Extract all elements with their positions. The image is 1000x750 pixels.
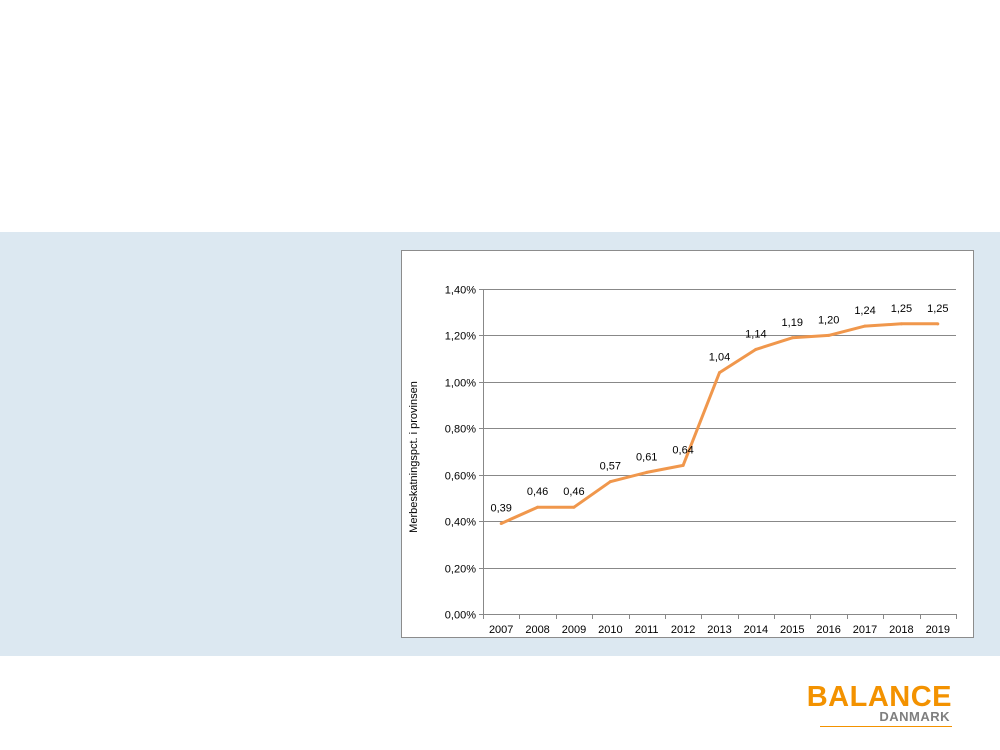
- balance-danmark-logo: BALANCE DANMARK: [807, 682, 952, 730]
- x-tick-label: 2012: [671, 624, 695, 636]
- y-tick-label: 0,00%: [445, 610, 476, 622]
- series: [499, 322, 940, 525]
- chart-svg: 0,00% 0,20% 0,40% 0,60% 0,80% 1,00% 1,20% 1,40%…: [408, 285, 957, 636]
- data-label: 0,57: [600, 461, 621, 473]
- data-label: 1,25: [927, 303, 948, 315]
- data-label: 1,04: [709, 352, 730, 364]
- data-point: [499, 521, 503, 525]
- y-tick-label: 0,60%: [445, 471, 476, 483]
- y-tick-label: 0,80%: [445, 424, 476, 436]
- x-tick-label: 2009: [562, 624, 586, 636]
- x-tick-label: 2013: [707, 624, 731, 636]
- data-point: [536, 505, 540, 509]
- data-point: [827, 333, 831, 337]
- x-tick-label: 2008: [525, 624, 549, 636]
- data-label: 0,64: [672, 444, 693, 456]
- x-tick-label: 2017: [853, 624, 877, 636]
- data-point: [863, 324, 867, 328]
- logo-wordmark: BALANCE: [806, 681, 952, 713]
- logo-underline: [820, 726, 952, 727]
- data-label: 1,19: [782, 317, 803, 329]
- y-tick-labels: 0,00% 0,20% 0,40% 0,60% 0,80% 1,00% 1,20% 1,40%: [445, 285, 476, 622]
- logo-subtitle: DANMARK: [879, 709, 950, 724]
- data-label: 0,46: [527, 486, 548, 498]
- data-label: 0,46: [563, 486, 584, 498]
- data-label: 1,24: [854, 305, 875, 317]
- data-labels: 0,39 0,46 0,46 0,57 0,61 0,64 1,04 1,14 1,19 1,20…: [490, 303, 948, 515]
- data-point: [608, 480, 612, 484]
- y-tick-label: 1,40%: [445, 285, 476, 297]
- data-label: 1,20: [818, 314, 839, 326]
- y-tick-label: 0,20%: [445, 564, 476, 576]
- data-label: 0,39: [490, 502, 511, 514]
- data-label: 1,25: [891, 303, 912, 315]
- data-label: 0,61: [636, 451, 657, 463]
- data-point: [645, 470, 649, 474]
- x-tick-labels: 2007 2008 2009 2010 2011 2012 2013 2014 2015 2016…: [489, 624, 950, 636]
- y-tick-label: 0,40%: [445, 517, 476, 529]
- data-label: 1,14: [745, 328, 766, 340]
- data-point: [718, 371, 721, 375]
- x-tick-label: 2016: [816, 624, 840, 636]
- x-tick-label: 2018: [889, 624, 913, 636]
- x-tick-label: 2010: [598, 624, 622, 636]
- x-tick-label: 2007: [489, 624, 513, 636]
- line-chart: 0,00% 0,20% 0,40% 0,60% 0,80% 1,00% 1,20% 1,40%…: [401, 250, 974, 638]
- data-point: [572, 505, 576, 509]
- y-tick-label: 1,20%: [445, 331, 476, 343]
- x-tick-label: 2019: [926, 624, 950, 636]
- gridlines: [483, 289, 956, 569]
- data-point: [790, 336, 794, 340]
- y-axis-label: Merbeskatningspct. i provinsen: [408, 381, 420, 533]
- data-point: [681, 463, 685, 467]
- data-point: [936, 322, 940, 326]
- x-tick-label: 2014: [744, 624, 768, 636]
- axes: [479, 289, 957, 619]
- x-tick-label: 2011: [635, 624, 659, 636]
- y-tick-label: 1,00%: [445, 378, 476, 390]
- x-tick-label: 2015: [780, 624, 804, 636]
- data-point: [754, 347, 758, 351]
- data-point: [899, 322, 903, 326]
